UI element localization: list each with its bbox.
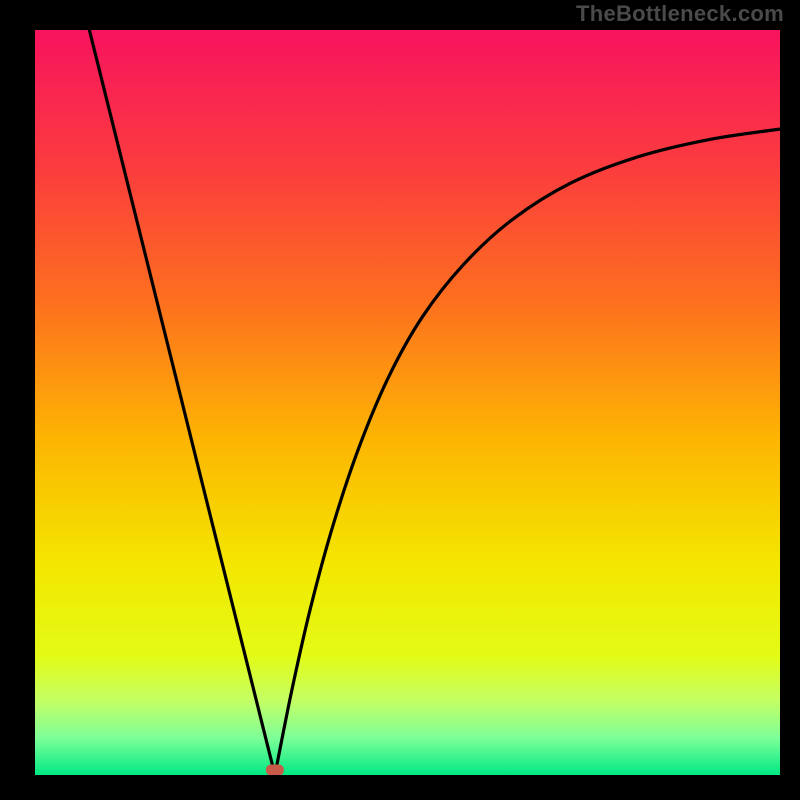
plot-svg	[35, 30, 780, 775]
plot-background	[35, 30, 780, 775]
plot-area	[35, 30, 780, 775]
watermark-text: TheBottleneck.com	[576, 1, 784, 27]
chart-stage: TheBottleneck.com	[0, 0, 800, 800]
notch-marker	[266, 765, 284, 776]
